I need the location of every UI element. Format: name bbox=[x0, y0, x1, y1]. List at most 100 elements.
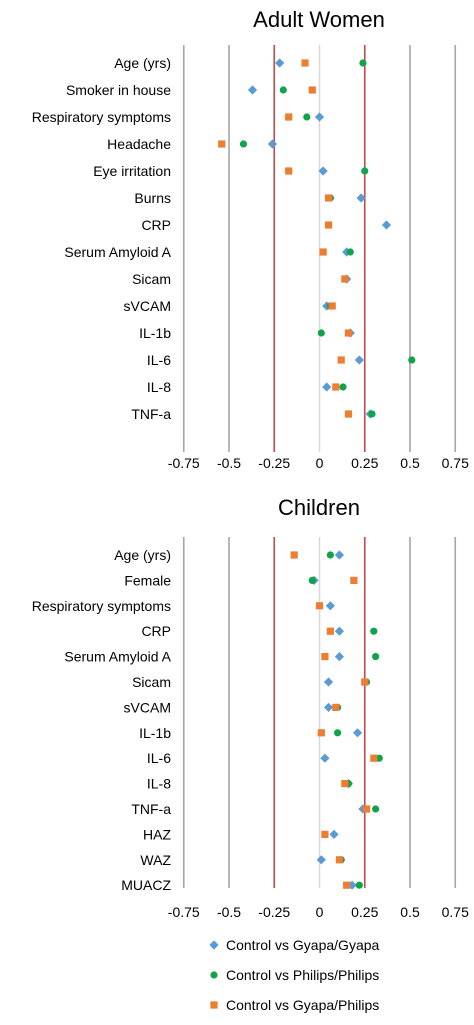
data-point bbox=[370, 754, 378, 762]
category-label: Respiratory symptoms bbox=[32, 598, 171, 614]
data-point bbox=[361, 678, 369, 686]
data-point bbox=[372, 805, 380, 813]
category-label: Headache bbox=[107, 136, 171, 152]
data-point bbox=[326, 551, 334, 559]
data-point bbox=[334, 652, 345, 662]
data-point bbox=[317, 329, 325, 337]
data-point bbox=[370, 627, 378, 635]
data-point bbox=[323, 702, 334, 712]
data-point bbox=[361, 167, 369, 175]
category-label: IL-6 bbox=[147, 750, 171, 766]
data-point bbox=[350, 576, 358, 584]
category-label: Age (yrs) bbox=[114, 55, 171, 71]
data-point bbox=[318, 166, 328, 176]
data-point bbox=[337, 356, 345, 364]
data-point bbox=[355, 881, 363, 889]
category-label: Sicam bbox=[132, 271, 171, 287]
data-point bbox=[316, 855, 326, 865]
data-point bbox=[247, 85, 258, 95]
legend-label: Control vs Gyapa/Philips bbox=[226, 997, 379, 1013]
category-label: sVCAM bbox=[124, 699, 171, 715]
legend-marker bbox=[210, 971, 218, 979]
data-point bbox=[372, 653, 380, 661]
category-label: Smoker in house bbox=[66, 82, 171, 98]
x-tick-label: 0.25 bbox=[351, 455, 378, 471]
category-label: Respiratory symptoms bbox=[32, 109, 171, 125]
category-label: Eye irritation bbox=[93, 163, 171, 179]
category-label: Burns bbox=[134, 190, 171, 206]
category-label: HAZ bbox=[143, 826, 171, 842]
data-point bbox=[320, 753, 330, 763]
data-point bbox=[324, 194, 333, 202]
x-tick-label: 0.5 bbox=[400, 904, 420, 920]
data-point bbox=[356, 193, 366, 203]
category-label: IL-8 bbox=[147, 776, 171, 792]
category-label: Serum Amyloid A bbox=[64, 244, 171, 260]
x-tick-label: 0.25 bbox=[351, 904, 378, 920]
x-tick-label: 0 bbox=[316, 904, 324, 920]
category-label: IL-1b bbox=[139, 325, 171, 341]
data-point bbox=[354, 355, 364, 365]
data-point bbox=[341, 780, 349, 788]
data-point bbox=[341, 275, 349, 283]
data-point bbox=[322, 382, 332, 392]
data-point bbox=[321, 830, 329, 838]
data-point bbox=[321, 653, 329, 661]
data-point bbox=[317, 729, 325, 737]
data-point bbox=[308, 86, 316, 94]
category-label: Serum Amyloid A bbox=[64, 649, 171, 665]
data-point bbox=[346, 248, 354, 256]
data-point bbox=[301, 59, 309, 67]
data-point bbox=[344, 410, 353, 418]
data-point bbox=[303, 113, 311, 121]
x-tick-label: 0 bbox=[316, 455, 324, 471]
x-tick-label: -0.5 bbox=[217, 904, 241, 920]
x-tick-label: -0.25 bbox=[258, 904, 290, 920]
data-point bbox=[315, 602, 324, 610]
data-point bbox=[332, 383, 340, 391]
data-point bbox=[334, 626, 345, 636]
data-point bbox=[325, 601, 335, 611]
data-point bbox=[334, 729, 342, 737]
data-point bbox=[239, 140, 248, 148]
category-label: sVCAM bbox=[124, 298, 171, 314]
category-label: IL-1b bbox=[139, 725, 171, 741]
data-point bbox=[328, 302, 336, 310]
data-point bbox=[332, 703, 340, 711]
data-point bbox=[285, 113, 293, 121]
category-label: Sicam bbox=[132, 674, 171, 690]
category-label: Female bbox=[124, 572, 171, 588]
data-point bbox=[359, 59, 367, 67]
category-label: CRP bbox=[141, 217, 171, 233]
data-point bbox=[323, 677, 334, 687]
x-tick-label: -0.75 bbox=[168, 904, 200, 920]
data-point bbox=[344, 329, 353, 337]
data-point bbox=[308, 576, 316, 585]
data-point bbox=[324, 221, 333, 229]
data-point bbox=[339, 383, 347, 391]
data-point bbox=[352, 728, 363, 738]
data-point bbox=[335, 856, 344, 864]
data-point bbox=[368, 410, 376, 418]
category-label: MUACZ bbox=[121, 877, 171, 893]
category-label: CRP bbox=[141, 623, 171, 639]
data-point bbox=[285, 167, 293, 175]
data-point bbox=[334, 550, 345, 560]
legend-label: Control vs Philips/Philips bbox=[226, 967, 379, 983]
data-point bbox=[343, 881, 351, 889]
legend-marker bbox=[210, 1001, 218, 1009]
legend-label: Control vs Gyapa/Gyapa bbox=[226, 937, 380, 953]
category-label: TNF-a bbox=[131, 406, 171, 422]
data-point bbox=[329, 829, 339, 839]
data-point bbox=[408, 356, 416, 364]
x-tick-label: 0.75 bbox=[442, 455, 469, 471]
data-point bbox=[267, 139, 278, 149]
category-label: IL-8 bbox=[147, 379, 171, 395]
data-point bbox=[362, 805, 371, 813]
data-point bbox=[218, 140, 226, 148]
x-tick-label: -0.25 bbox=[258, 455, 290, 471]
data-point bbox=[275, 58, 285, 68]
x-tick-label: -0.75 bbox=[168, 455, 200, 471]
